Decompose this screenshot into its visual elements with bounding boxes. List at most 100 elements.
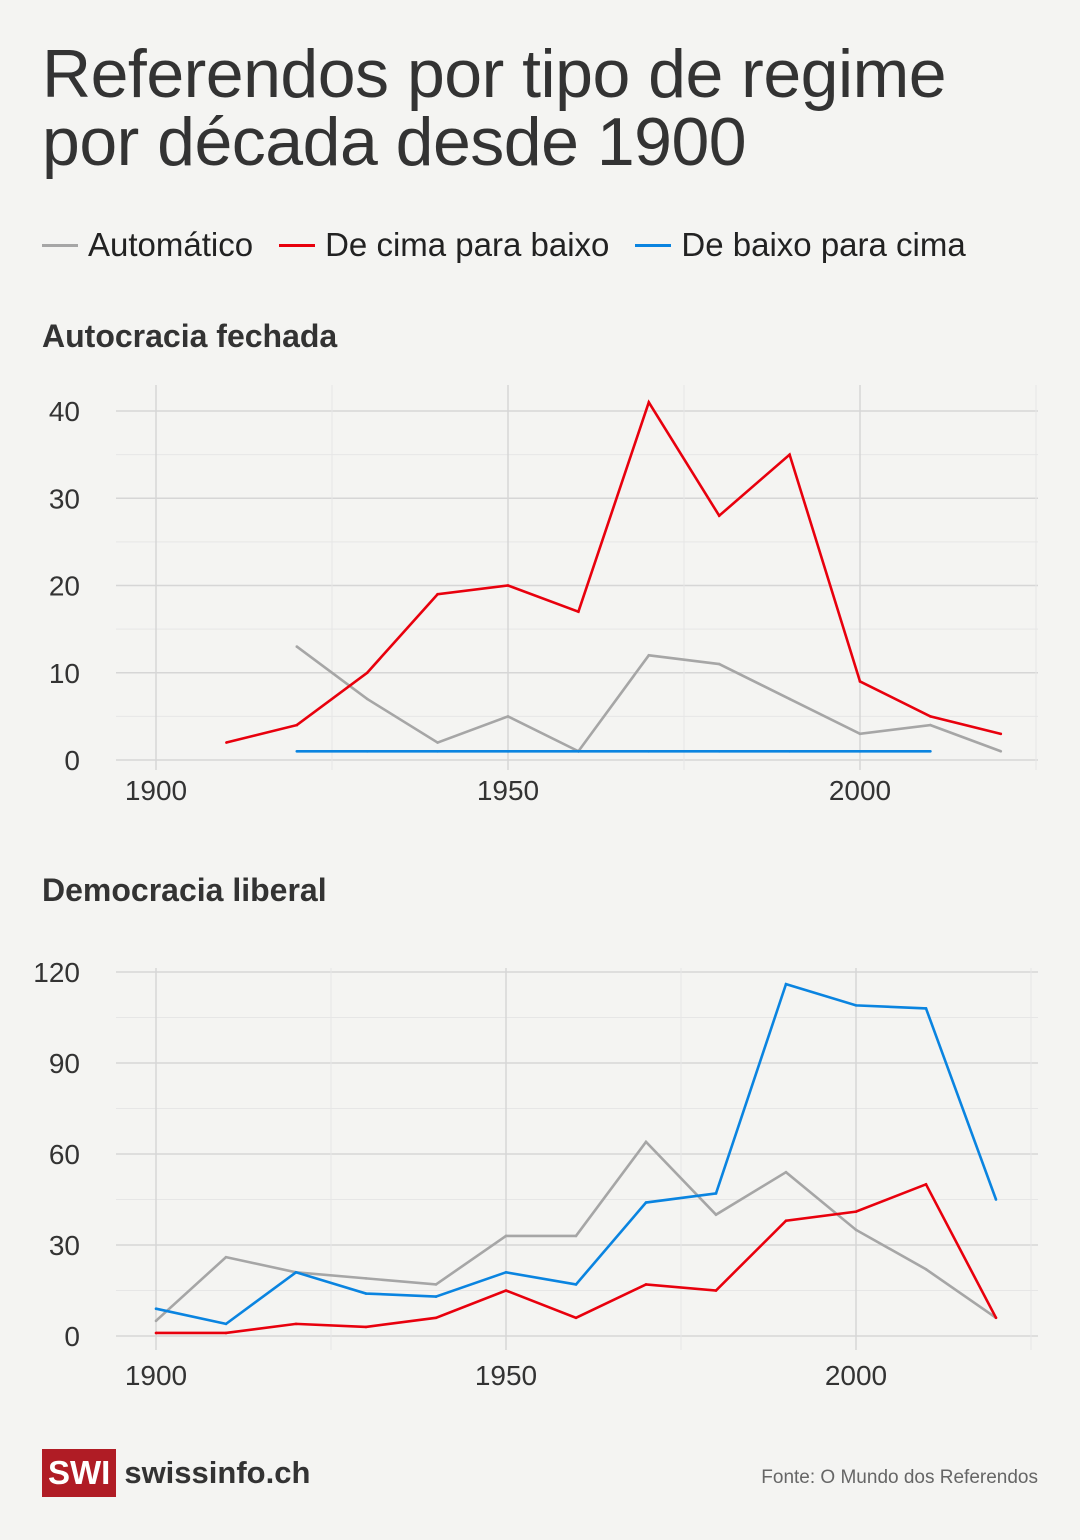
y-tick-label: 30 bbox=[49, 1230, 80, 1261]
logo-box: SWI bbox=[42, 1449, 117, 1497]
subchart-title-autocracia: Autocracia fechada bbox=[42, 318, 338, 354]
data-point bbox=[854, 1004, 858, 1007]
line-chart-2: 0 30 60 90 120 1900 1950 2000 bbox=[33, 957, 1038, 1391]
data-point bbox=[504, 1271, 508, 1274]
data-point bbox=[858, 680, 862, 683]
data-point bbox=[717, 662, 721, 666]
y-tick-label: 120 bbox=[33, 957, 80, 988]
data-point bbox=[924, 1183, 928, 1186]
data-point bbox=[506, 715, 510, 718]
y-tick-label: 0 bbox=[64, 1321, 80, 1352]
data-point bbox=[364, 1277, 368, 1280]
y-tick-label: 90 bbox=[49, 1048, 80, 1079]
data-point bbox=[577, 749, 580, 753]
data-point bbox=[644, 1283, 648, 1286]
x-tick-label: 2000 bbox=[829, 775, 891, 806]
data-point bbox=[714, 1289, 718, 1292]
data-point bbox=[365, 749, 369, 753]
data-point bbox=[994, 1198, 998, 1201]
x-tick-label: 1900 bbox=[125, 775, 187, 806]
data-point bbox=[647, 654, 651, 657]
y-tick-label: 20 bbox=[49, 571, 80, 602]
data-point bbox=[225, 741, 228, 744]
data-point bbox=[574, 1316, 578, 1320]
data-point bbox=[999, 732, 1003, 736]
data-point bbox=[858, 749, 862, 753]
data-point bbox=[436, 749, 439, 753]
data-point bbox=[434, 1283, 438, 1286]
data-point bbox=[784, 1219, 788, 1223]
data-point bbox=[714, 1192, 718, 1195]
data-point bbox=[294, 1322, 298, 1326]
subchart-title-democracia: Democracia liberal bbox=[42, 872, 327, 908]
data-point bbox=[224, 1331, 228, 1335]
data-point bbox=[224, 1255, 228, 1259]
series-line-automatico bbox=[155, 1139, 997, 1322]
data-point bbox=[574, 1234, 578, 1238]
legend-label: Automático bbox=[88, 226, 254, 263]
x-tick-label: 2000 bbox=[825, 1360, 887, 1391]
data-point bbox=[364, 1325, 368, 1329]
data-point bbox=[294, 1271, 298, 1274]
data-point bbox=[154, 1331, 158, 1335]
source-note: Fonte: O Mundo dos Referendos bbox=[761, 1467, 1038, 1488]
data-point bbox=[858, 732, 862, 736]
legend-label: De cima para baixo bbox=[325, 226, 610, 263]
data-point bbox=[784, 982, 788, 986]
legend-swatch bbox=[42, 243, 78, 247]
data-point bbox=[784, 1170, 788, 1174]
series-line-de-cima-para-baixo bbox=[156, 1182, 998, 1335]
chart-title: Referendos por tipo de regime por década… bbox=[42, 36, 947, 180]
data-point bbox=[506, 584, 510, 587]
swissinfo-logo: SWI swissinfo.ch bbox=[42, 1449, 310, 1497]
x-tick-label: 1900 bbox=[125, 1360, 187, 1391]
legend: Automático De cima para baixo De baixo p… bbox=[42, 226, 992, 264]
data-point bbox=[717, 514, 721, 517]
data-point bbox=[506, 749, 510, 753]
data-point bbox=[504, 1234, 508, 1238]
legend-swatch bbox=[279, 243, 316, 247]
data-point bbox=[434, 1295, 438, 1298]
data-point bbox=[295, 723, 299, 727]
data-point bbox=[924, 1007, 928, 1010]
data-point bbox=[434, 1316, 438, 1320]
legend-item-automatico: Automático bbox=[42, 226, 253, 264]
legend-swatch bbox=[635, 243, 672, 247]
line-chart-1: 0 10 20 30 40 1900 1950 2000 bbox=[49, 385, 1038, 806]
data-point bbox=[644, 1140, 648, 1144]
data-point bbox=[577, 610, 580, 613]
y-tick-label: 30 bbox=[49, 483, 80, 514]
data-point bbox=[999, 749, 1003, 753]
data-point bbox=[365, 671, 369, 675]
data-point bbox=[154, 1319, 158, 1323]
y-tick-label: 60 bbox=[49, 1139, 80, 1170]
data-point bbox=[788, 697, 791, 701]
data-point bbox=[788, 453, 791, 456]
y-tick-label: 40 bbox=[49, 396, 80, 427]
series-line-de-cima-para-baixo bbox=[226, 399, 1002, 744]
legend-item-de-cima-para-baixo: De cima para baixo bbox=[279, 226, 609, 264]
data-point bbox=[854, 1210, 858, 1213]
data-point bbox=[788, 749, 791, 753]
data-point bbox=[717, 749, 721, 753]
data-point bbox=[436, 741, 439, 744]
y-tick-label: 10 bbox=[49, 658, 80, 689]
data-point bbox=[994, 1316, 998, 1320]
data-point bbox=[436, 592, 439, 596]
data-point bbox=[647, 749, 651, 753]
data-point bbox=[924, 1267, 928, 1271]
data-point bbox=[574, 1283, 578, 1286]
data-point bbox=[929, 749, 932, 753]
data-point bbox=[504, 1289, 508, 1292]
x-tick-label: 1950 bbox=[477, 775, 539, 806]
data-point bbox=[224, 1322, 228, 1326]
data-point bbox=[929, 715, 932, 718]
y-tick-label: 0 bbox=[64, 745, 80, 776]
data-point bbox=[647, 400, 651, 404]
x-tick-label: 1950 bbox=[475, 1360, 537, 1391]
legend-item-de-baixo-para-cima: De baixo para cima bbox=[635, 226, 966, 264]
legend-label: De baixo para cima bbox=[681, 226, 966, 263]
data-point bbox=[644, 1201, 648, 1204]
data-point bbox=[714, 1213, 718, 1216]
